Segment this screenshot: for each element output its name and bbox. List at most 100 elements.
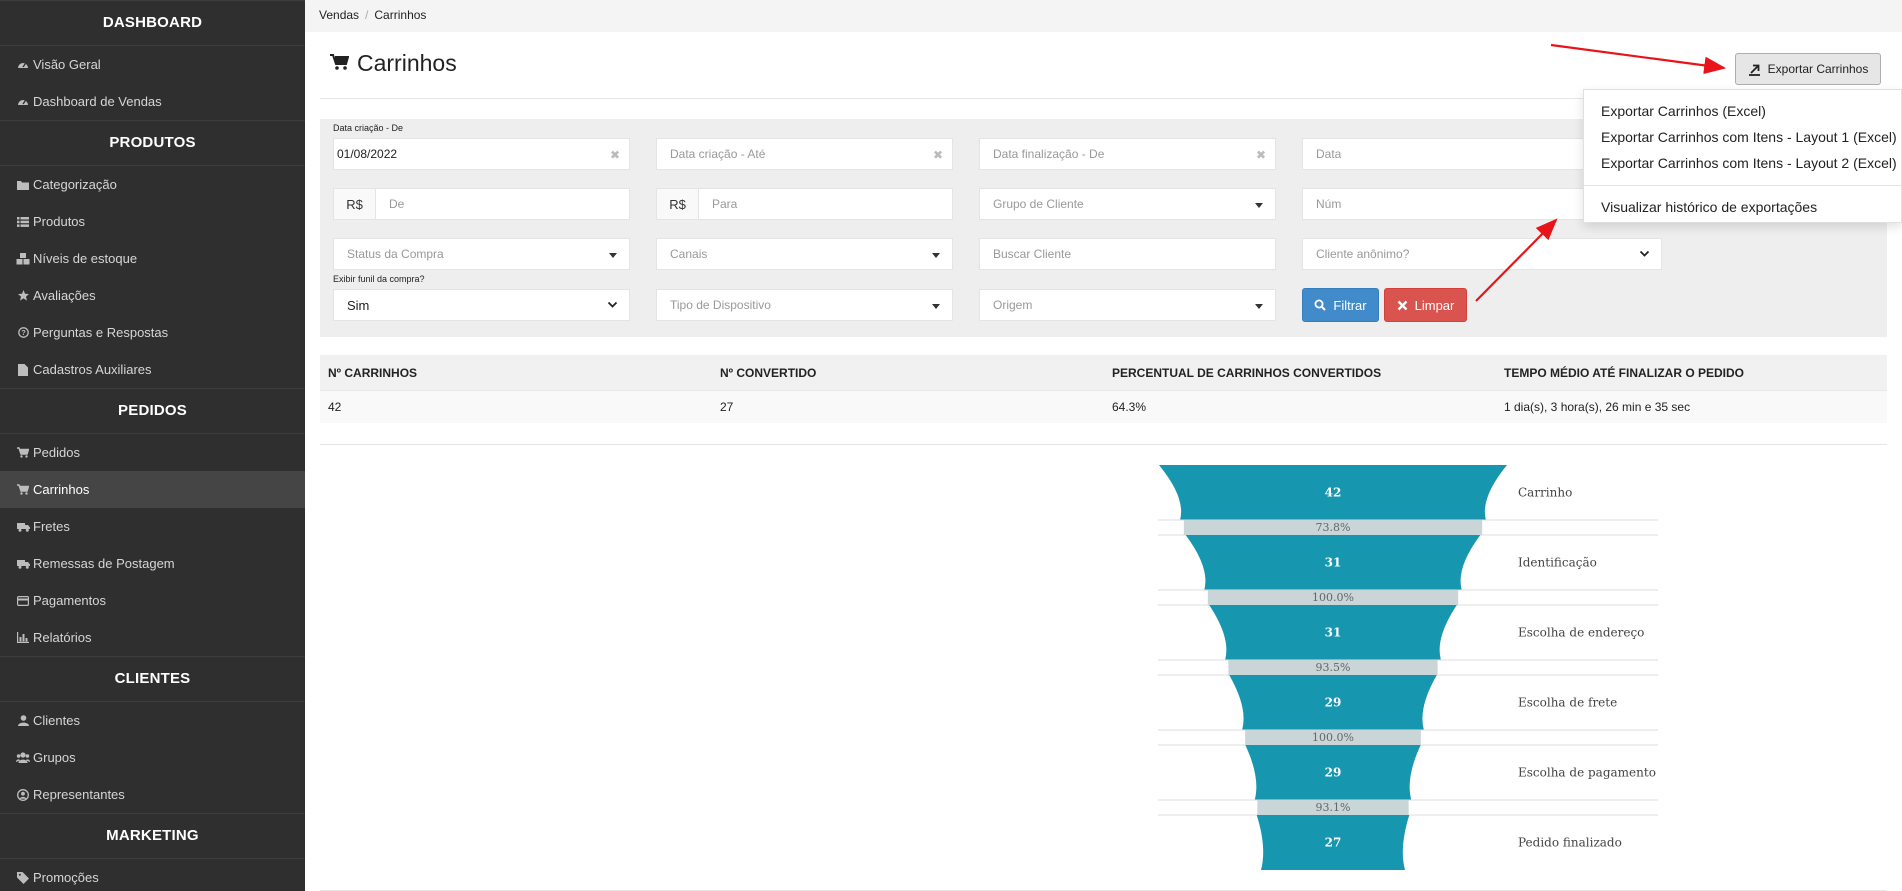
divider — [320, 98, 1887, 99]
sidebar-section-title: MARKETING — [0, 813, 305, 859]
filtrar-button[interactable]: Filtrar — [1302, 288, 1379, 322]
funnel-stage-bar — [1209, 605, 1457, 660]
filtrar-label: Filtrar — [1333, 297, 1367, 313]
sidebar-item-visao-geral[interactable]: Visão Geral — [0, 46, 305, 83]
sidebar-item-label: Representantes — [33, 787, 125, 802]
sidebar-item-perguntas-e-respostas[interactable]: ? Perguntas e Respostas — [0, 314, 305, 351]
sidebar-item-label: Pagamentos — [33, 593, 106, 608]
stats-header-carrinhos: Nº CARRINHOS — [328, 365, 418, 380]
sidebar-item-label: Fretes — [33, 519, 70, 534]
export-icon — [1748, 64, 1760, 76]
caret-down-icon — [932, 253, 940, 258]
menu-divider — [1584, 185, 1901, 186]
sidebar-item-fretes[interactable]: Fretes — [0, 508, 305, 545]
page-title: Carrinhos — [357, 50, 457, 76]
sidebar-item-carrinhos[interactable]: Carrinhos — [0, 471, 305, 508]
origem-select[interactable]: Origem — [979, 289, 1276, 321]
sidebar-item-label: Remessas de Postagem — [33, 556, 175, 571]
sidebar-item-categorizacao[interactable]: Categorização — [0, 166, 305, 203]
funnel-stage-label: Identificação — [1518, 556, 1597, 570]
numero-placeholder: Núm — [1316, 197, 1342, 211]
sidebar-item-produtos[interactable]: Produtos — [0, 203, 305, 240]
table-row: 42 27 64.3% 1 dia(s), 3 hora(s), 26 min … — [320, 390, 1887, 423]
status-compra-select[interactable]: Status da Compra — [333, 238, 630, 270]
exibir-funil-select[interactable]: Sim — [333, 289, 630, 321]
caret-down-icon — [1255, 203, 1263, 208]
funnel-stage-value: 29 — [1325, 696, 1342, 710]
truck-icon — [14, 522, 32, 532]
valor-para-placeholder: Para — [712, 197, 738, 211]
buscar-cliente-input[interactable]: Buscar Cliente — [979, 238, 1276, 270]
cart-icon — [14, 484, 32, 495]
data-criacao-de-label: Data criação - De — [333, 123, 404, 133]
numero-input[interactable]: Núm — [1302, 188, 1599, 220]
chevron-down-icon — [607, 301, 618, 308]
sidebar-item-promocoes[interactable]: Promoções — [0, 859, 305, 891]
cubes-icon — [14, 252, 32, 265]
tipo-dispositivo-select[interactable]: Tipo de Dispositivo — [656, 289, 953, 321]
cliente-anonimo-select[interactable]: Cliente anônimo? — [1302, 238, 1662, 270]
data-finalizacao-de-input[interactable]: Data finalização - De ✖ — [979, 138, 1276, 170]
export-carts-button[interactable]: Exportar Carrinhos — [1735, 53, 1881, 85]
sidebar-section-title: DASHBOARD — [0, 0, 305, 46]
exibir-funil-value: Sim — [347, 297, 370, 313]
list-icon — [14, 216, 32, 227]
export-menu-item-layout-1[interactable]: Exportar Carrinhos com Itens - Layout 1 … — [1601, 129, 1897, 145]
dashboard-icon — [14, 96, 32, 107]
funnel-stage-value: 42 — [1325, 486, 1342, 500]
funnel-stage-bar — [1256, 815, 1410, 870]
data-finalizacao-ate-input[interactable]: Data — [1302, 138, 1599, 170]
sidebar-item-pagamentos[interactable]: Pagamentos — [0, 582, 305, 619]
sidebar-item-label: Carrinhos — [33, 482, 90, 497]
grupo-cliente-select[interactable]: Grupo de Cliente — [979, 188, 1276, 220]
sidebar-item-pedidos[interactable]: Pedidos — [0, 434, 305, 471]
valor-de-input[interactable]: De — [375, 188, 630, 220]
cart-icon — [14, 447, 32, 458]
main-content: Vendas / Carrinhos Carrinhos Data criação … — [305, 0, 1902, 891]
sidebar-item-niveis-de-estoque[interactable]: Níveis de estoque — [0, 240, 305, 277]
funnel-stage-bar — [1245, 745, 1421, 800]
export-menu-item-excel[interactable]: Exportar Carrinhos (Excel) — [1601, 103, 1766, 119]
exibir-funil-label: Exibir funil da compra? — [333, 274, 425, 284]
valor-de-placeholder: De — [389, 197, 405, 211]
sidebar-item-relatorios[interactable]: Relatórios — [0, 619, 305, 656]
sidebar-item-label: Visão Geral — [33, 57, 101, 72]
breadcrumb-parent-link[interactable]: Vendas — [319, 8, 360, 22]
sidebar-item-label: Categorização — [33, 177, 117, 192]
sidebar-item-avaliacoes[interactable]: Avaliações — [0, 277, 305, 314]
sidebar-item-grupos[interactable]: Grupos — [0, 739, 305, 776]
caret-down-icon — [932, 304, 940, 309]
funnel-stage-value: 31 — [1325, 556, 1342, 570]
caret-down-icon — [609, 253, 617, 258]
breadcrumb-separator: / — [365, 8, 369, 22]
sidebar-item-dashboard-de-vendas[interactable]: Dashboard de Vendas — [0, 83, 305, 120]
data-criacao-de-input[interactable]: 01/08/2022 ✖ — [333, 138, 630, 170]
funnel-stage-bar — [1159, 465, 1507, 520]
valor-para-input[interactable]: Para — [698, 188, 953, 220]
chevron-down-icon — [1639, 250, 1650, 257]
file-icon — [14, 363, 32, 376]
clear-icon[interactable]: ✖ — [1255, 148, 1266, 162]
sidebar-item-label: Pedidos — [33, 445, 80, 460]
sidebar-item-clientes[interactable]: Clientes — [0, 702, 305, 739]
page-header: Carrinhos — [330, 50, 457, 77]
caret-down-icon — [1255, 304, 1263, 309]
canais-select[interactable]: Canais — [656, 238, 953, 270]
export-menu-item-layout-2[interactable]: Exportar Carrinhos com Itens - Layout 2 … — [1601, 155, 1897, 171]
data-criacao-ate-input[interactable]: Data criação - Até ✖ — [656, 138, 953, 170]
sidebar-item-cadastros-auxiliares[interactable]: Cadastros Auxiliares — [0, 351, 305, 388]
user-icon — [14, 715, 32, 726]
funnel-conversion-band — [1228, 660, 1438, 675]
limpar-button[interactable]: Limpar — [1384, 288, 1467, 322]
grupo-cliente-placeholder: Grupo de Cliente — [993, 197, 1084, 211]
sidebar-item-representantes[interactable]: Representantes — [0, 776, 305, 813]
sidebar-item-remessas-de-postagem[interactable]: Remessas de Postagem — [0, 545, 305, 582]
breadcrumb: Vendas / Carrinhos — [305, 0, 1902, 32]
cart-icon — [330, 53, 350, 74]
funnel-stage-label: Escolha de pagamento — [1518, 766, 1656, 780]
clear-icon[interactable]: ✖ — [609, 148, 620, 162]
export-history-link[interactable]: Visualizar histórico de exportações — [1601, 199, 1818, 215]
stats-value-tempo-medio: 1 dia(s), 3 hora(s), 26 min e 35 sec — [1504, 400, 1691, 414]
data-finalizacao-ate-placeholder: Data — [1316, 147, 1342, 161]
clear-icon[interactable]: ✖ — [932, 148, 943, 162]
